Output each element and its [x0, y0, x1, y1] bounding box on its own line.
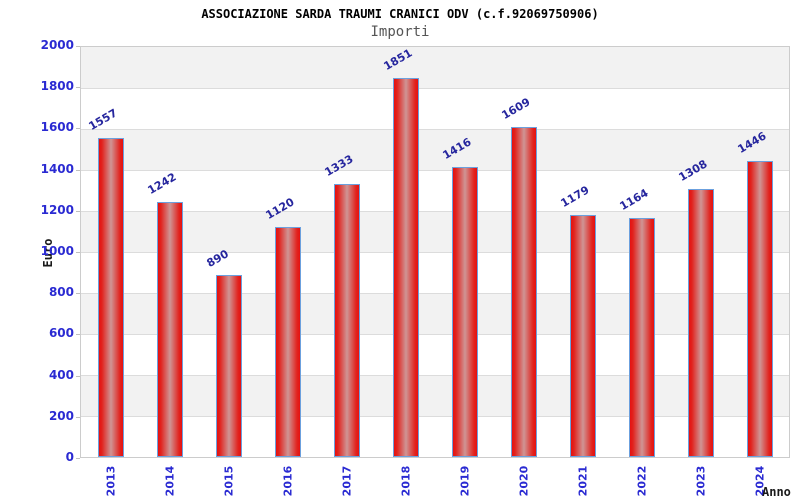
- y-tick-label: 600: [48, 326, 74, 341]
- x-tick-label: 2014: [163, 465, 176, 497]
- bar-2024: [746, 160, 773, 457]
- y-tick-label: 1400: [40, 161, 74, 176]
- gridline: [81, 334, 789, 335]
- x-tick-label: 2017: [340, 465, 353, 497]
- y-tick-mark: [76, 210, 80, 212]
- bar-2021: [569, 215, 596, 457]
- y-tick-label: 200: [48, 408, 74, 423]
- grid-band: [81, 375, 789, 416]
- x-tick-label: 2022: [635, 465, 648, 497]
- y-tick-label: 1800: [40, 79, 74, 94]
- bar-2020: [510, 127, 537, 457]
- bar-2022: [628, 218, 655, 457]
- x-axis-title: Anno: [762, 485, 791, 499]
- y-tick-mark: [76, 375, 80, 377]
- grid-band: [81, 334, 789, 375]
- y-tick-mark: [76, 334, 80, 336]
- y-tick-label: 800: [48, 285, 74, 300]
- x-tick-label: 2013: [104, 465, 117, 497]
- y-tick-label: 1200: [40, 202, 74, 217]
- grid-band: [81, 88, 789, 129]
- gridline: [81, 170, 789, 171]
- gridline: [81, 88, 789, 89]
- bar-2017: [333, 183, 360, 457]
- y-tick-label: 400: [48, 367, 74, 382]
- bar-2015: [215, 274, 242, 457]
- y-tick-mark: [76, 458, 80, 459]
- y-tick-mark: [76, 416, 80, 418]
- bar-2018: [392, 77, 419, 457]
- bar-2016: [274, 227, 301, 457]
- y-tick-mark: [76, 128, 80, 130]
- gridline: [81, 293, 789, 294]
- x-tick-label: 2016: [281, 465, 294, 497]
- y-tick-label: 1000: [40, 244, 74, 258]
- gridline: [81, 211, 789, 212]
- grid-band: [81, 129, 789, 170]
- grid-band: [81, 416, 789, 457]
- gridline: [81, 416, 789, 417]
- chart-subtitle: Importi: [370, 24, 430, 40]
- x-tick-label: 2019: [458, 465, 471, 497]
- gridline: [81, 252, 789, 253]
- x-tick-label: 2018: [399, 465, 412, 497]
- x-tick-label: 2021: [576, 465, 589, 497]
- bar-2019: [451, 166, 478, 457]
- bar-2023: [687, 188, 714, 457]
- gridline: [81, 129, 789, 130]
- y-tick-mark: [76, 293, 80, 295]
- y-tick-mark: [76, 169, 80, 171]
- y-tick-mark: [76, 87, 80, 89]
- chart-title: ASSOCIAZIONE SARDA TRAUMI CRANICI ODV (c…: [201, 7, 599, 21]
- y-tick-mark: [76, 46, 80, 47]
- y-tick-label: 0: [65, 450, 74, 464]
- gridline: [81, 375, 789, 376]
- x-tick-label: 2015: [222, 465, 235, 497]
- y-tick-mark: [76, 252, 80, 253]
- grid-band: [81, 47, 789, 88]
- bar-2014: [156, 202, 183, 457]
- plot-area: 1557 1242 890 1120 1333 1851 1416 1609 1179 1164 1…: [80, 46, 790, 458]
- grid-band: [81, 211, 789, 252]
- y-tick-label: 1600: [40, 120, 74, 135]
- grid-band: [81, 293, 789, 334]
- grid-band: [81, 252, 789, 293]
- x-tick-label: 2023: [694, 465, 707, 497]
- x-tick-label: 2020: [517, 465, 530, 497]
- bar-2013: [97, 137, 124, 457]
- grid-band: [81, 170, 789, 211]
- y-tick-label: 2000: [40, 38, 74, 52]
